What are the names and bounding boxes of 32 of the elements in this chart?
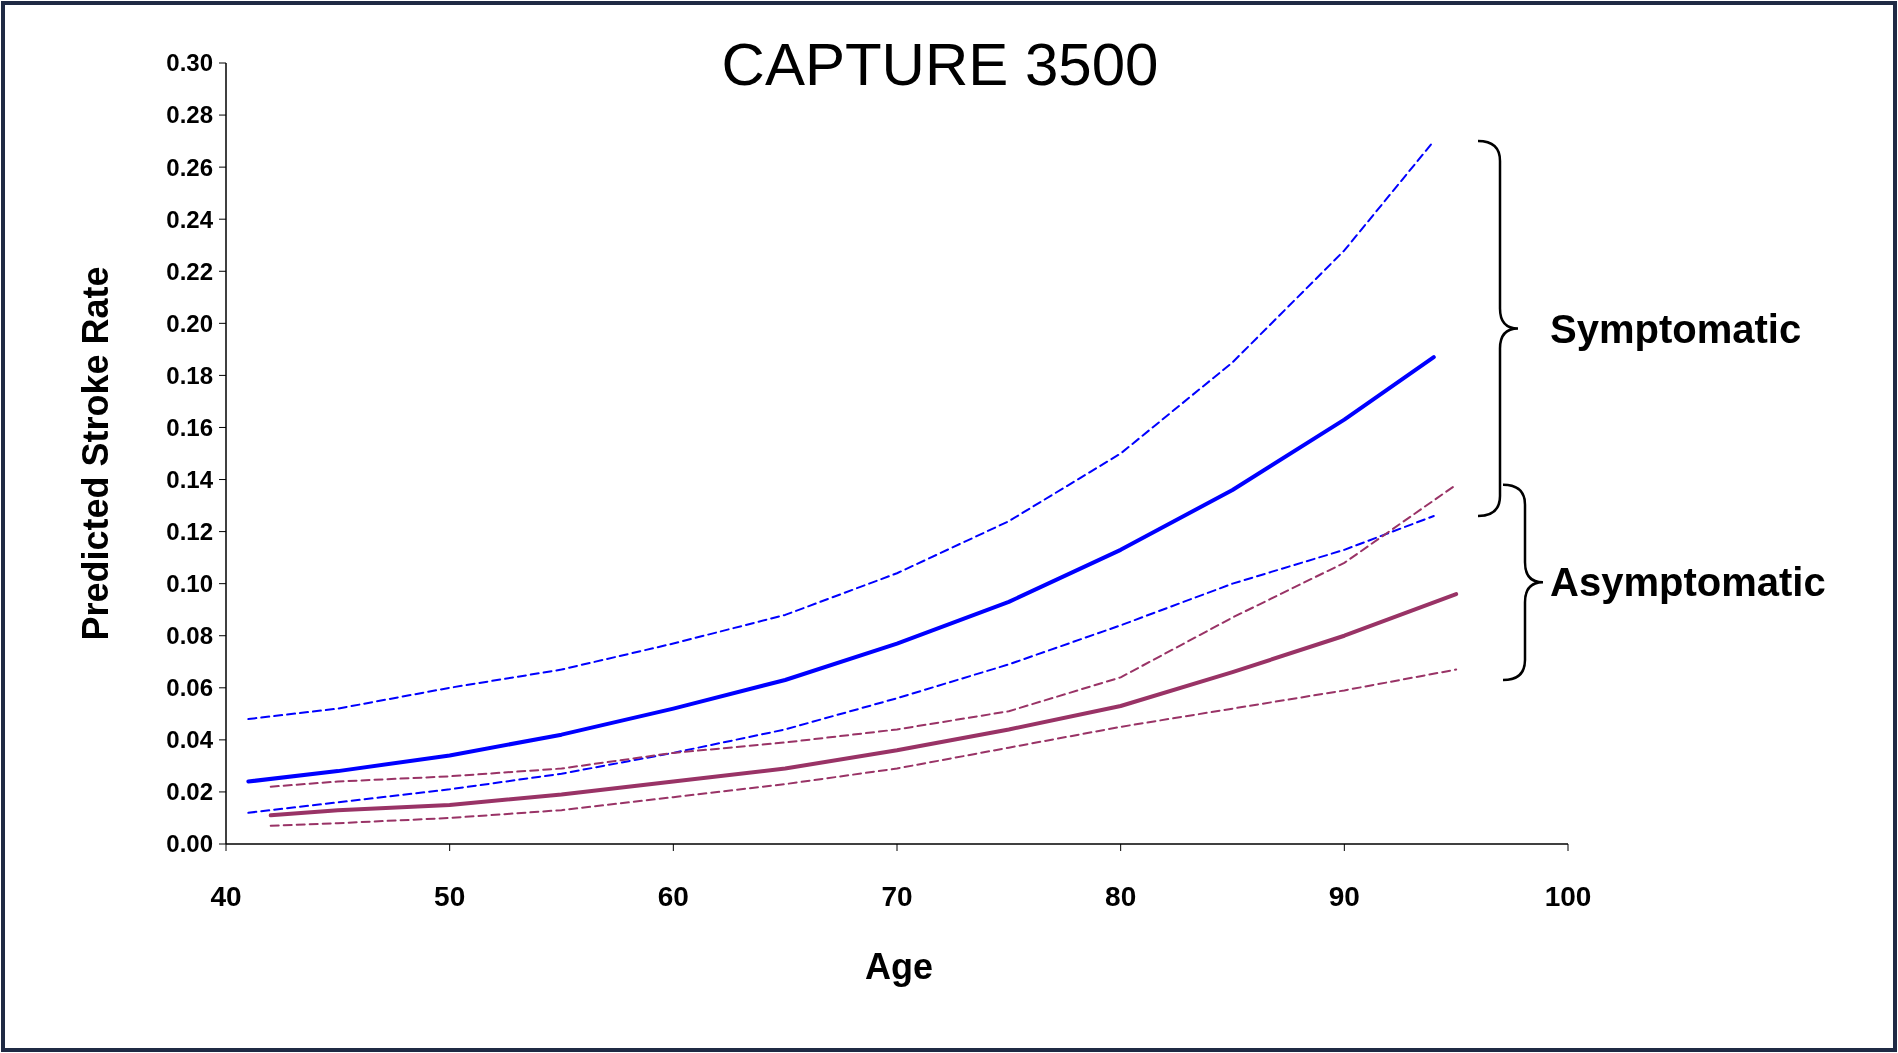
annotation: Symptomatic — [1550, 306, 1802, 351]
x-tick-label: 50 — [434, 881, 466, 912]
annotation: Asymptomatic — [1550, 560, 1826, 605]
y-tick-label: 0.18 — [166, 361, 213, 389]
y-axis-title: Predicted Stroke Rate — [75, 266, 116, 641]
line-series — [247, 514, 1435, 814]
y-tick-label: 0.02 — [166, 778, 213, 806]
y-tick-label: 0.10 — [166, 570, 213, 598]
x-tick-label: 100 — [1544, 881, 1592, 912]
y-tick-label: 0.16 — [166, 413, 213, 441]
x-tick-label: 70 — [881, 881, 913, 912]
y-tick-label: 0.12 — [166, 518, 213, 545]
x-tick-label: 60 — [657, 881, 689, 912]
y-tick-label: 0.22 — [166, 257, 213, 285]
line-series — [269, 668, 1458, 827]
y-tick-label: 0.20 — [166, 309, 213, 337]
y-tick-label: 0.00 — [166, 830, 213, 858]
x-tick-label: 40 — [210, 881, 242, 912]
y-tick-label: 0.30 — [166, 49, 213, 77]
y-tick-label: 0.08 — [166, 622, 213, 650]
line-series — [268, 592, 1459, 818]
x-axis-title: Age — [864, 946, 934, 987]
chart-title: CAPTURE 3500 — [721, 31, 1159, 98]
y-tick-label: 0.14 — [166, 465, 214, 493]
y-tick-label: 0.06 — [166, 674, 213, 702]
x-tick-label: 90 — [1328, 881, 1360, 912]
y-tick-label: 0.28 — [166, 101, 213, 129]
y-tick-label: 0.24 — [166, 205, 214, 233]
line-series — [246, 355, 1436, 784]
y-tick-label: 0.26 — [166, 153, 213, 181]
x-tick-label: 80 — [1105, 881, 1137, 912]
y-tick-label: 0.04 — [166, 726, 214, 754]
